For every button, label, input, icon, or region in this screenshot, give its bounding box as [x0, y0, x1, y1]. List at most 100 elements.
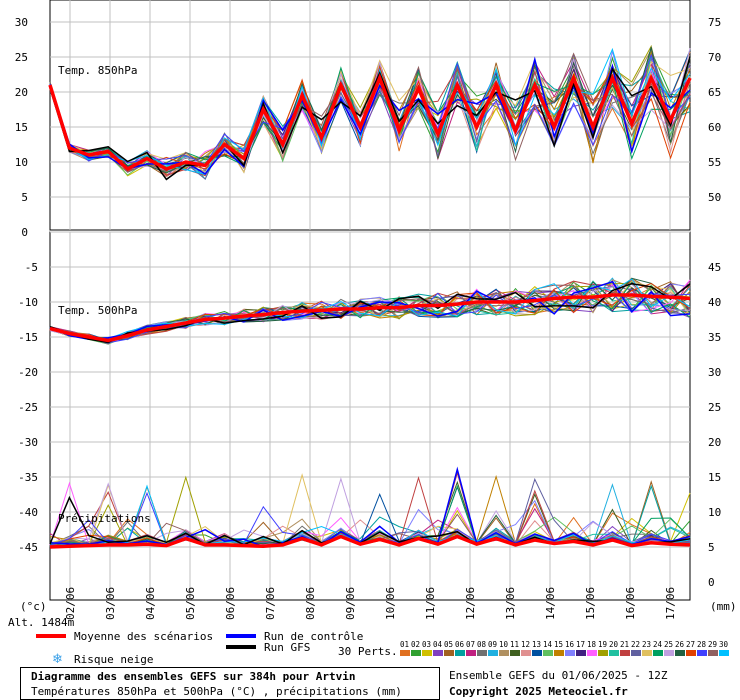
- perturbation-number: 18: [587, 640, 597, 649]
- x-tick-label: 17/06: [664, 587, 677, 620]
- y-tick-label-850: 15: [15, 121, 28, 134]
- perturbation-number: 17: [576, 640, 585, 649]
- chart-title: Diagramme des ensembles GEFS sur 384h po…: [31, 670, 356, 683]
- perturbation-number: 05: [444, 640, 453, 649]
- y-right-tick-label-850: 50: [708, 191, 721, 204]
- y-right-tick-label-precip: 0: [708, 576, 715, 589]
- perturbation-swatch: [719, 650, 729, 656]
- perturbation-swatch: [653, 650, 663, 656]
- mean-500-line: [49, 293, 691, 343]
- perturbation-swatch: [411, 650, 421, 656]
- x-tick-label: 14/06: [544, 587, 557, 620]
- run-info: Ensemble GEFS du 01/06/2025 - 12Z: [449, 669, 668, 682]
- perturbation-number: 11: [510, 640, 519, 649]
- perturbation-swatch: [488, 650, 498, 656]
- perturbation-number: 28: [697, 640, 707, 649]
- perturbation-number: 24: [653, 640, 663, 649]
- perturbation-swatch: [631, 650, 641, 656]
- perturbation-swatch: [587, 650, 597, 656]
- y-right-tick-label-precip: 10: [708, 506, 721, 519]
- y-right-tick-label-precip: 15: [708, 471, 721, 484]
- x-tick-label: 06/06: [224, 587, 237, 620]
- right-unit: (mm): [710, 600, 737, 613]
- x-tick-label: 13/06: [504, 587, 517, 620]
- perturbation-swatch: [521, 650, 531, 656]
- perturbation-swatch: [598, 650, 608, 656]
- perturbation-swatch: [400, 650, 410, 656]
- y-right-tick-label-precip: 40: [708, 296, 721, 309]
- perturbation-swatch: [576, 650, 586, 656]
- member-500-line: [49, 282, 691, 344]
- perturbation-number: 19: [598, 640, 607, 649]
- perturbation-number: 27: [686, 640, 695, 649]
- member-850-line: [49, 56, 691, 181]
- mean-850-line: [48, 73, 692, 172]
- perturbation-number: 01: [400, 640, 409, 649]
- legend-mean-label: Moyenne des scénarios: [74, 630, 213, 643]
- perturbation-swatch: [433, 650, 443, 656]
- perturbation-number: 26: [675, 640, 685, 649]
- panel-850-frame: [49, 0, 691, 231]
- x-tick-label: 07/06: [264, 587, 277, 620]
- x-tick-label: 12/06: [464, 587, 477, 620]
- perturbations-label: 30 Perts.: [338, 645, 398, 658]
- x-tick-label: 04/06: [144, 587, 157, 620]
- y-right-tick-label-850: 55: [708, 156, 721, 169]
- perturbation-number: 09: [488, 640, 497, 649]
- perturbation-number: 03: [422, 640, 431, 649]
- y-right-tick-label-precip: 20: [708, 436, 721, 449]
- perturbation-swatch: [675, 650, 685, 656]
- y-tick-label-850: 0: [21, 226, 28, 239]
- x-tick-label: 03/06: [104, 587, 117, 620]
- chart-subtitle: Températures 850hPa et 500hPa (°C) , pré…: [31, 685, 402, 698]
- member-precip-line: [49, 495, 691, 547]
- x-tick-label: 05/06: [184, 587, 197, 620]
- perturbation-swatch: [565, 650, 575, 656]
- perturbation-swatch: [543, 650, 553, 656]
- y-tick-label-500: -35: [18, 471, 38, 484]
- y-tick-label-500: -40: [18, 506, 38, 519]
- y-tick-label-500: -20: [18, 366, 38, 379]
- member-500-line: [49, 280, 691, 340]
- perturbation-legend: 01 02 03 04 05 06 07 08 09 10 11 12 13 14 15 16 17 18 19 20…: [400, 640, 729, 656]
- y-right-tick-label-precip: 25: [708, 401, 721, 414]
- y-right-tick-label-precip: 5: [708, 541, 715, 554]
- perturbation-swatch: [455, 650, 465, 656]
- panel-precip-label: Précipitations: [58, 512, 151, 525]
- y-right-tick-label-850: 60: [708, 121, 721, 134]
- panel-500-label: Temp. 500hPa: [58, 304, 137, 317]
- perturbation-number: 14: [543, 640, 553, 649]
- perturbation-number: 04: [433, 640, 443, 649]
- member-500-line: [49, 280, 691, 340]
- perturbation-swatch: [554, 650, 564, 656]
- perturbation-swatch: [444, 650, 454, 656]
- legend-gfs-label: Run GFS: [264, 641, 310, 654]
- member-500-line: [49, 292, 691, 344]
- snowflake-icon: ❄: [52, 652, 63, 667]
- snow-legend-label: Risque neige: [74, 653, 153, 666]
- perturbation-swatch: [620, 650, 630, 656]
- y-tick-label-500: -10: [18, 296, 38, 309]
- y-tick-label-500: -15: [18, 331, 38, 344]
- perturbation-number: 20: [609, 640, 619, 649]
- y-right-tick-label-precip: 45: [708, 261, 721, 274]
- member-precip-line: [49, 466, 691, 548]
- y-right-tick-label-850: 75: [708, 16, 721, 29]
- perturbation-number: 21: [620, 640, 629, 649]
- y-tick-label-850: 10: [15, 156, 28, 169]
- perturbation-number: 02: [411, 640, 420, 649]
- y-tick-label-500: -5: [25, 261, 38, 274]
- perturbation-number: 16: [565, 640, 575, 649]
- x-tick-label: 16/06: [624, 587, 637, 620]
- perturbation-number: 08: [477, 640, 487, 649]
- perturbation-swatch: [642, 650, 652, 656]
- perturbation-number: 22: [631, 640, 640, 649]
- y-tick-label-500: -30: [18, 436, 38, 449]
- perturbation-number: 30: [719, 640, 729, 649]
- perturbation-swatch: [499, 650, 509, 656]
- perturbation-swatch: [686, 650, 696, 656]
- perturbation-swatch: [708, 650, 718, 656]
- ensemble-series: [48, 44, 692, 549]
- perturbation-number: 29: [708, 640, 717, 649]
